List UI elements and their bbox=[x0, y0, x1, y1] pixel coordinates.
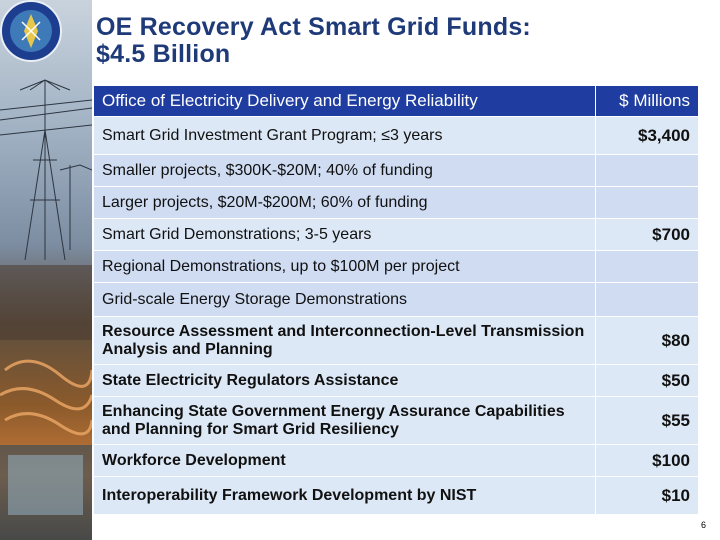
row-label: State Electricity Regulators Assistance bbox=[93, 364, 596, 397]
table-row: Interoperability Framework Development b… bbox=[93, 476, 699, 515]
sidebar-photo-strip bbox=[0, 0, 92, 540]
table-header-row: Office of Electricity Delivery and Energ… bbox=[93, 85, 699, 117]
header-amount-label: $ Millions bbox=[595, 85, 699, 117]
table-row: Larger projects, $20M-$200M; 60% of fund… bbox=[93, 186, 699, 219]
table-row: Smart Grid Investment Grant Program; ≤3 … bbox=[93, 116, 699, 155]
table-row: Workforce Development $100 bbox=[93, 444, 699, 477]
row-amount: $100 bbox=[595, 444, 699, 477]
row-label: Grid-scale Energy Storage Demonstrations bbox=[93, 282, 596, 317]
row-label: Regional Demonstrations, up to $100M per… bbox=[93, 250, 596, 283]
row-label: Interoperability Framework Development b… bbox=[93, 476, 596, 515]
row-label: Enhancing State Government Energy Assura… bbox=[93, 396, 596, 445]
table-row: Resource Assessment and Interconnection-… bbox=[93, 316, 699, 365]
row-amount bbox=[595, 186, 699, 219]
funding-table: Office of Electricity Delivery and Energ… bbox=[93, 85, 699, 515]
title-line-1: OE Recovery Act Smart Grid Funds: bbox=[96, 13, 531, 41]
row-label: Smart Grid Investment Grant Program; ≤3 … bbox=[93, 116, 596, 155]
row-amount: $3,400 bbox=[595, 116, 699, 155]
row-label: Workforce Development bbox=[93, 444, 596, 477]
table-row: Grid-scale Energy Storage Demonstrations bbox=[93, 282, 699, 317]
power-lines-illustration bbox=[0, 79, 92, 540]
row-amount: $55 bbox=[595, 396, 699, 445]
row-amount: $700 bbox=[595, 218, 699, 251]
row-amount bbox=[595, 282, 699, 317]
table-row: Regional Demonstrations, up to $100M per… bbox=[93, 250, 699, 283]
row-amount: $10 bbox=[595, 476, 699, 515]
row-label: Larger projects, $20M-$200M; 60% of fund… bbox=[93, 186, 596, 219]
title-line-2: $4.5 Billion bbox=[96, 40, 231, 68]
row-amount bbox=[595, 154, 699, 187]
row-amount: $50 bbox=[595, 364, 699, 397]
header-office-label: Office of Electricity Delivery and Energ… bbox=[93, 85, 596, 117]
doe-seal-icon bbox=[0, 0, 62, 62]
row-amount: $80 bbox=[595, 316, 699, 365]
row-label: Resource Assessment and Interconnection-… bbox=[93, 316, 596, 365]
table-row: Enhancing State Government Energy Assura… bbox=[93, 396, 699, 445]
table-row: State Electricity Regulators Assistance … bbox=[93, 364, 699, 397]
table-row: Smaller projects, $300K-$20M; 40% of fun… bbox=[93, 154, 699, 187]
row-label: Smaller projects, $300K-$20M; 40% of fun… bbox=[93, 154, 596, 187]
slide-title: OE Recovery Act Smart Grid Funds: $4.5 B… bbox=[96, 14, 531, 68]
row-label: Smart Grid Demonstrations; 3-5 years bbox=[93, 218, 596, 251]
table-row: Smart Grid Demonstrations; 3-5 years $70… bbox=[93, 218, 699, 251]
row-amount bbox=[595, 250, 699, 283]
page-number: 6 bbox=[701, 520, 707, 530]
